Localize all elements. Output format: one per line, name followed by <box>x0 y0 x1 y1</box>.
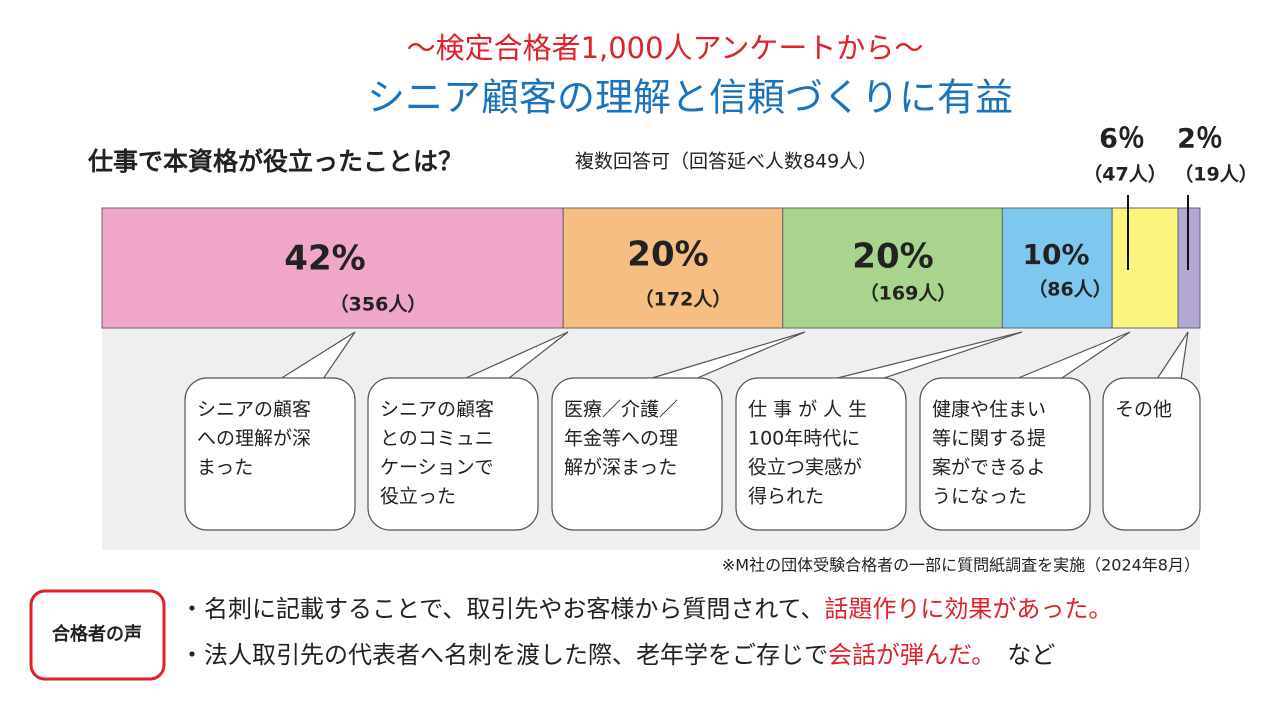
bar-segment <box>782 207 1003 329</box>
callout-text: ケーションで <box>380 457 494 479</box>
callout-box <box>184 377 356 531</box>
callout-pointer <box>645 331 806 383</box>
count-label: （19人） <box>1174 163 1257 186</box>
callout-text: シニアの顧客 <box>380 399 494 421</box>
bar-segment <box>101 207 564 329</box>
callout-pointer-cover <box>830 378 872 383</box>
count-label: （169人） <box>860 282 957 305</box>
callout-pointer <box>461 331 569 383</box>
count-label: （86人） <box>1028 278 1111 301</box>
voice-line: ・名刺に記載することで、取引先やお客様から質問されて、話題作りに効果があった。 <box>180 595 1112 623</box>
percent-label: 42% <box>284 239 365 279</box>
callout-box <box>1102 377 1201 531</box>
callout-pointer-cover <box>1014 378 1056 383</box>
voice-text: ・名刺に記載することで、取引先やお客様から質問されて、 <box>180 595 824 623</box>
percent-label: 20% <box>627 235 708 275</box>
callout-text: 解が深まった <box>564 457 677 479</box>
callout-box <box>367 377 539 531</box>
count-label: （172人） <box>635 288 732 311</box>
voices-label: 合格者の声 <box>52 623 142 645</box>
voices-box <box>29 589 166 681</box>
callout-text: 健康や住まい <box>932 399 1046 421</box>
voice-line: ・法人取引先の代表者へ名刺を渡した際、老年学をご存じで会話が弾んだ。 など <box>180 641 1055 669</box>
callout-text: への理解が深 <box>197 428 311 450</box>
bar-segment <box>1001 207 1113 329</box>
callout-text: まった <box>197 457 253 479</box>
callout-pointer <box>1155 331 1189 383</box>
percent-label: 2％ <box>1177 124 1223 155</box>
count-label: （356人） <box>330 293 427 316</box>
callout-box <box>735 377 907 531</box>
callout-text: 等に関する提 <box>932 428 1046 450</box>
callout-pointer-cover <box>646 378 688 383</box>
callout-text: 案ができるよ <box>932 457 1046 479</box>
voice-highlight: 会話が弾んだ。 <box>828 641 983 669</box>
callout-text: 役立った <box>380 486 456 508</box>
callout-pointer <box>829 331 1023 383</box>
callout-text: その他 <box>1115 399 1172 421</box>
callout-text: 得られた <box>748 486 824 508</box>
question-note: 複数回答可（回答延べ人数849人） <box>575 151 877 173</box>
callout-text: シニアの顧客 <box>197 399 311 421</box>
callout-text: 年金等への理 <box>564 428 678 450</box>
percent-label: 6％ <box>1099 124 1145 155</box>
callout-pointer <box>1013 331 1131 383</box>
callout-text: 100年時代に <box>748 428 860 450</box>
percent-label: 20% <box>852 237 933 277</box>
callout-pointer-cover <box>1157 378 1180 383</box>
callout-text: 役立つ実感が <box>748 457 862 479</box>
callout-pointer-cover <box>462 378 504 383</box>
percent-label: 10% <box>1022 238 1089 271</box>
callout-pointer <box>278 331 356 383</box>
bar-segment <box>1177 207 1201 329</box>
bar-segment <box>1111 207 1179 329</box>
voice-text: ・法人取引先の代表者へ名刺を渡した際、老年学をご存じで <box>180 641 828 669</box>
count-label: （47人） <box>1083 163 1166 186</box>
bar-segment <box>562 207 784 329</box>
source: ※M社の団体受験合格者の一部に質問紙調査を実施（2024年8月） <box>722 556 1200 575</box>
callout-box <box>919 377 1091 531</box>
callout-text: 医療／介護／ <box>564 399 678 421</box>
voice-highlight: 話題作りに効果があった。 <box>824 595 1112 623</box>
voice-tail: など <box>983 641 1055 669</box>
callout-text: とのコミュニ <box>380 428 494 450</box>
subtitle: シニア顧客の理解と信頼づくりに有益 <box>367 76 1013 120</box>
callout-text: 仕 事 が 人 生 <box>748 399 867 421</box>
title: ～検定合格者1,000人アンケートから～ <box>407 31 924 65</box>
callout-box <box>551 377 723 531</box>
callout-text: うになった <box>932 486 1027 508</box>
callout-pointer-cover <box>279 378 321 383</box>
question: 仕事で本資格が役立ったことは？ <box>87 147 463 176</box>
